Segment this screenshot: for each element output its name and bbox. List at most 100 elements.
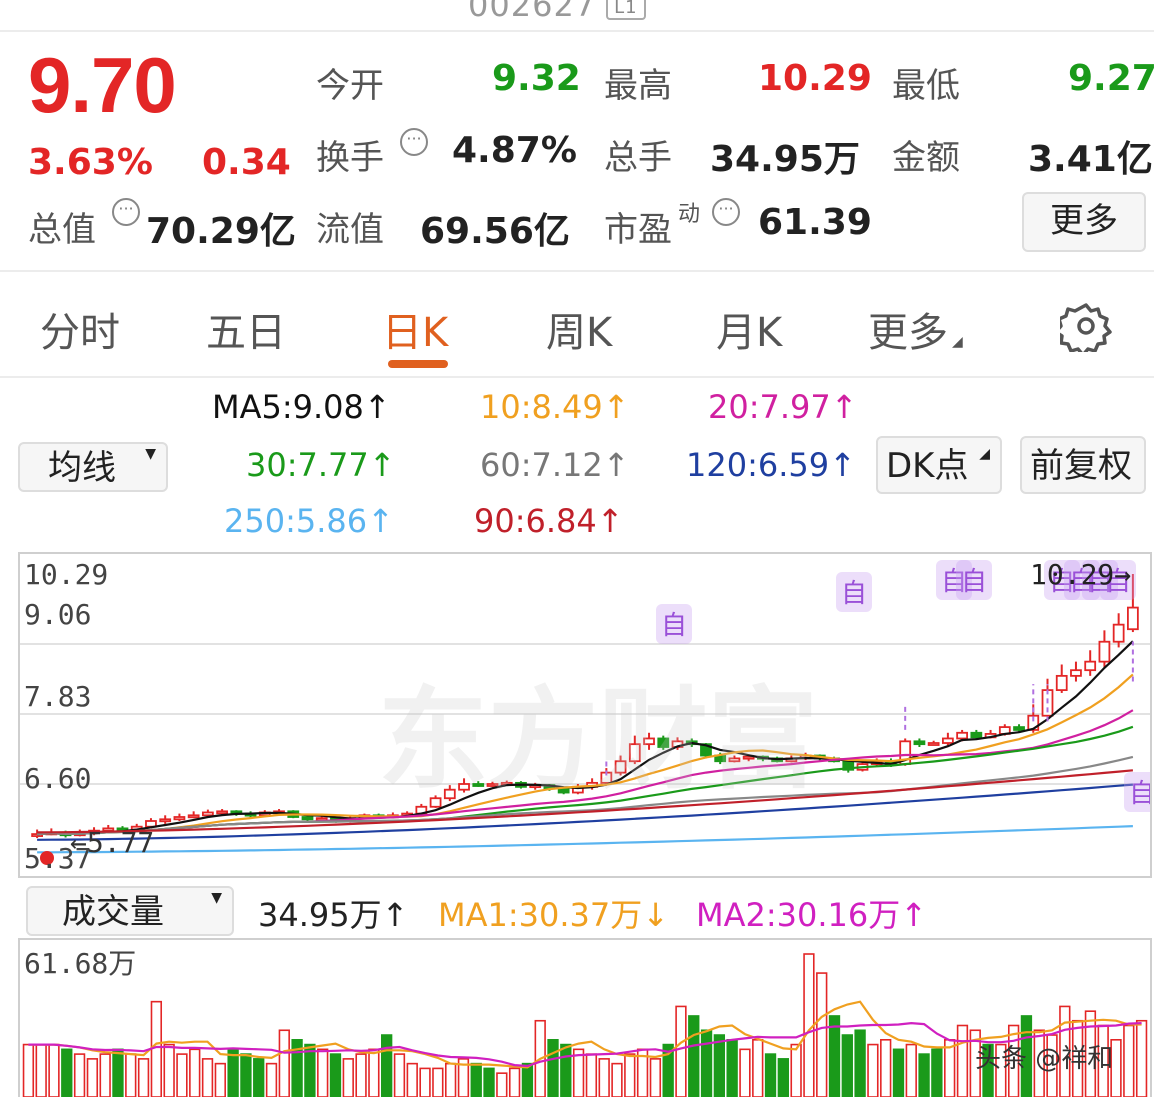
ma-selector[interactable]: 均线 ▼ <box>18 442 168 492</box>
candle <box>970 731 983 739</box>
pe-info-icon[interactable]: ··· <box>712 198 740 226</box>
ma60-label: 60:7.12↑ <box>480 446 630 484</box>
marker-text: 自 <box>1049 567 1075 597</box>
tab-monthly-k[interactable]: 月K <box>716 310 783 356</box>
level-badge: L1 <box>606 0 646 20</box>
volume-bar <box>585 1053 598 1097</box>
marker-badge <box>1124 772 1150 812</box>
volume-bar <box>777 1058 789 1097</box>
tab-daily-k[interactable]: 日K <box>382 310 449 356</box>
low-value: 9.27 <box>1068 58 1154 99</box>
volume-bar <box>329 1053 342 1097</box>
candle <box>614 760 627 774</box>
float-label: 流值 <box>316 210 384 250</box>
candle <box>1127 606 1139 631</box>
tab-five-day[interactable]: 五日 <box>206 310 286 356</box>
candle <box>173 816 186 821</box>
candle <box>1112 623 1125 643</box>
candle <box>429 797 442 808</box>
volume-bar <box>125 1053 137 1097</box>
volume-bar <box>48 1043 60 1097</box>
indicator-selector[interactable]: 成交量 ▼ <box>26 886 234 936</box>
open-value: 9.32 <box>492 58 581 99</box>
gear-icon[interactable] <box>1054 300 1112 357</box>
volume-bar <box>150 1000 163 1097</box>
marker-text: 自 <box>961 567 987 597</box>
candle <box>1084 660 1097 672</box>
volume-bar <box>73 1053 86 1097</box>
candle <box>472 783 485 787</box>
volume-bar <box>1020 1015 1033 1097</box>
active-tab-indicator <box>388 360 448 368</box>
tab-more[interactable]: 更多 ◢ <box>868 310 963 356</box>
volume-bar <box>1007 1024 1020 1097</box>
amount-value: 3.41亿 <box>1028 139 1153 180</box>
max-price-marker: 10.29→ <box>1030 558 1132 591</box>
dropdown-icon: ▼ <box>145 446 156 462</box>
y-tick-1: 10.29 <box>24 558 109 591</box>
marker-badge <box>956 560 992 600</box>
marker-badge <box>836 572 872 612</box>
price-adjust-button[interactable]: 前复权 <box>1020 436 1146 494</box>
dropdown-icon: ▼ <box>211 890 222 906</box>
tab-intraday[interactable]: 分时 <box>40 310 120 356</box>
volume-bar <box>317 1048 329 1097</box>
volume-bar <box>649 1058 662 1097</box>
last-price: 9.70 <box>28 41 177 129</box>
tab-weekly-k[interactable]: 周K <box>546 310 613 356</box>
volume-bar <box>521 1062 534 1097</box>
ma10-label: 10:8.49↑ <box>480 388 630 426</box>
ma30-label: 30:7.77↑ <box>246 446 396 484</box>
marker-text: 自 <box>1069 567 1095 597</box>
turnover-info-icon[interactable]: ··· <box>400 128 428 156</box>
more-quote-button[interactable]: 更多 <box>1022 192 1146 252</box>
volume-bar <box>560 1043 572 1097</box>
volume-max-label: 61.68万 <box>24 947 137 980</box>
volume-chart[interactable] <box>18 938 1152 1097</box>
kline-chart[interactable]: 自自自自自自自自自 <box>18 552 1152 878</box>
volume-ma2-line <box>28 1021 1142 1068</box>
candle <box>1013 726 1025 731</box>
volume-bar <box>841 1034 853 1097</box>
volume-bar <box>1059 1005 1071 1097</box>
volume-bar <box>470 1062 482 1097</box>
volume-bar <box>419 1067 431 1097</box>
ma60-line <box>37 755 1134 836</box>
low-label: 最低 <box>892 66 960 106</box>
ma120-line <box>37 783 1133 841</box>
volume-bar <box>201 1058 214 1097</box>
volume-bar <box>624 1053 636 1097</box>
pe-label: 市盈 <box>604 210 672 250</box>
volume-bar <box>739 1048 751 1097</box>
volume-bar <box>918 1053 930 1097</box>
marker-text: 自 <box>1105 567 1131 597</box>
candle <box>643 737 655 746</box>
volume-bar <box>304 1043 316 1097</box>
float-value: 69.56亿 <box>420 211 570 252</box>
volume-bar <box>444 1062 457 1097</box>
dk-point-button[interactable]: DK点 ◢ <box>876 436 1002 494</box>
volume-bar <box>99 1053 111 1097</box>
volume-bar <box>176 1053 188 1097</box>
volume-bar <box>1084 1010 1097 1097</box>
volume-bar <box>393 1053 406 1097</box>
volume-bar <box>86 1058 99 1097</box>
volume-bar <box>931 1048 943 1097</box>
candle <box>700 743 712 757</box>
candle <box>742 755 755 760</box>
volume-bar <box>598 1058 610 1097</box>
watermark-logo: 东方财富 <box>378 675 818 804</box>
ma90-label: 90:6.84↑ <box>474 502 624 540</box>
mktcap-info-icon[interactable]: ··· <box>112 198 140 226</box>
pe-value: 61.39 <box>758 202 872 243</box>
candle <box>728 757 741 763</box>
divider <box>0 376 1154 378</box>
corner-triangle-icon: ◢ <box>979 446 990 462</box>
volume-bar <box>1110 1039 1122 1097</box>
volume-bar <box>406 1062 418 1097</box>
volume-bar <box>483 1067 495 1097</box>
candle <box>458 783 470 791</box>
high-value: 10.29 <box>758 58 872 99</box>
volume-bar <box>137 1058 150 1097</box>
volume-bar <box>905 1043 917 1097</box>
